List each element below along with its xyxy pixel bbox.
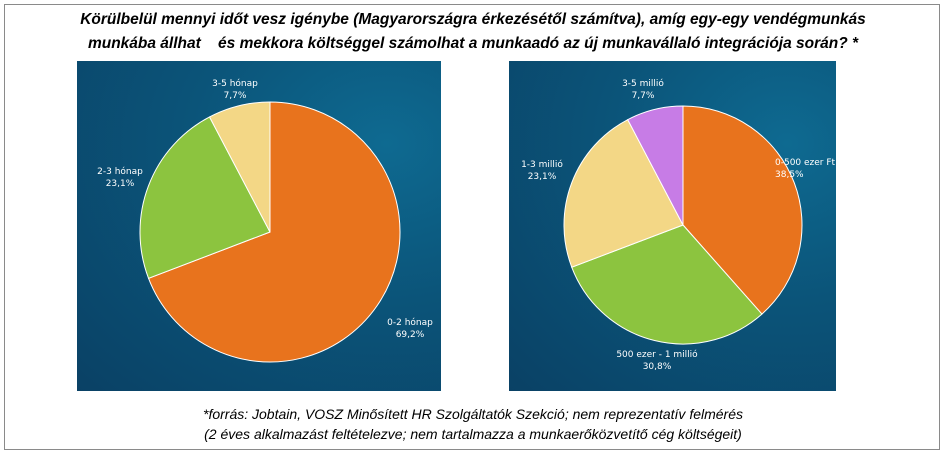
time-pie-slice-1 (139, 116, 271, 279)
time-slice-label-0-2: 0-2 hónap 69,2% (387, 318, 433, 340)
time-pie-chart (139, 101, 401, 363)
time-pie-slice-0 (147, 101, 401, 363)
time-slice-label-2-3: 2-3 hónap 23,1% (97, 167, 143, 189)
time-pie-slice-2 (208, 101, 271, 233)
cost-pie-slice-0 (682, 105, 803, 315)
cost-slice-label-1-3: 1-3 millió 23,1% (521, 160, 563, 182)
cost-pie-slice-2 (563, 118, 684, 268)
chart-title: Körülbelül mennyi időt vesz igénybe (Mag… (0, 8, 946, 56)
cost-slice-label-500-1m: 500 ezer - 1 millió 30,8% (616, 350, 698, 372)
title-line-1: Körülbelül mennyi időt vesz igénybe (Mag… (80, 11, 866, 28)
title-line-2: munkába állhat és mekkora költséggel szá… (87, 35, 859, 52)
source-note: *forrás: Jobtain, VOSZ Minősített HR Szo… (0, 404, 946, 444)
source-line-1: *forrás: Jobtain, VOSZ Minősített HR Szo… (203, 406, 743, 422)
cost-pie-slice-1 (571, 224, 763, 345)
cost-pie-slice-3 (627, 105, 684, 226)
cost-pie-panel: 3-5 millió 7,7% 1-3 millió 23,1% 0-500 e… (509, 61, 836, 391)
time-pie-panel: 3-5 hónap 7,7% 2-3 hónap 23,1% 0-2 hónap… (77, 61, 441, 391)
cost-slice-label-3-5: 3-5 millió 7,7% (622, 79, 664, 101)
cost-slice-label-0-500: 0-500 ezer Ft 38,5% (775, 158, 836, 180)
source-line-2: (2 éves alkalmazást feltételezve; nem ta… (204, 426, 742, 442)
cost-pie-chart (563, 105, 803, 345)
time-slice-label-3-5: 3-5 hónap 7,7% (212, 79, 258, 101)
